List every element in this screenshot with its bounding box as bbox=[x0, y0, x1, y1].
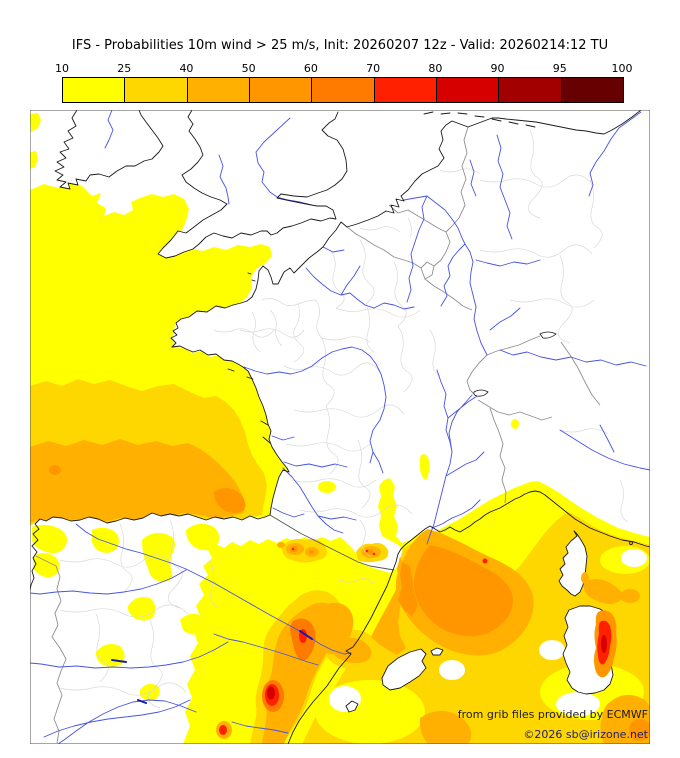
colorbar-tick: 10 bbox=[55, 62, 69, 75]
islands bbox=[345, 530, 617, 713]
colorbar-tick: 95 bbox=[552, 62, 567, 75]
probability-field-atlantic bbox=[30, 113, 289, 526]
colorbar-tick: 50 bbox=[241, 62, 256, 75]
colorbar-ticks: 10 25 40 50 60 70 80 90 95 100 bbox=[55, 62, 633, 75]
coastlines bbox=[30, 110, 650, 744]
colorbar-tick: 40 bbox=[179, 62, 194, 75]
colorbar-segment bbox=[499, 78, 562, 102]
colorbar-tick: 25 bbox=[117, 62, 132, 75]
ibiza bbox=[345, 700, 359, 713]
colorbar-bar bbox=[62, 77, 624, 103]
colorbar-tick: 70 bbox=[366, 62, 381, 75]
corsica bbox=[558, 530, 588, 597]
colorbar-segment bbox=[312, 78, 375, 102]
region-borders bbox=[59, 129, 629, 709]
attribution-source: from grib files provided by ECMWF bbox=[457, 708, 648, 721]
map-title: IFS - Probabilities 10m wind > 25 m/s, I… bbox=[71, 38, 609, 53]
colorbar-segment bbox=[249, 78, 313, 102]
map-canvas bbox=[30, 110, 650, 744]
lake-constance bbox=[539, 331, 557, 339]
attribution-copyright: ©2026 sb@irizone.net bbox=[523, 728, 648, 741]
colorbar-tick: 80 bbox=[428, 62, 443, 75]
country-borders bbox=[35, 126, 601, 744]
colorbar: 10 25 40 50 60 70 80 90 95 100 bbox=[55, 62, 633, 103]
colorbar-segment bbox=[436, 78, 500, 102]
colorbar-tick: 90 bbox=[490, 62, 505, 75]
colorbar-tick: 60 bbox=[303, 62, 318, 75]
colorbar-segment bbox=[125, 78, 188, 102]
colorbar-segment bbox=[561, 78, 623, 102]
colorbar-segment bbox=[187, 78, 250, 102]
rivers bbox=[30, 110, 650, 744]
menorca bbox=[430, 647, 444, 656]
colorbar-tick: 100 bbox=[611, 62, 633, 75]
lake-geneva bbox=[473, 389, 489, 397]
colorbar-segment bbox=[374, 78, 437, 102]
colorbar-segment bbox=[63, 78, 126, 102]
landmasses bbox=[30, 110, 650, 744]
mallorca bbox=[381, 648, 427, 691]
map-svg bbox=[30, 110, 650, 744]
